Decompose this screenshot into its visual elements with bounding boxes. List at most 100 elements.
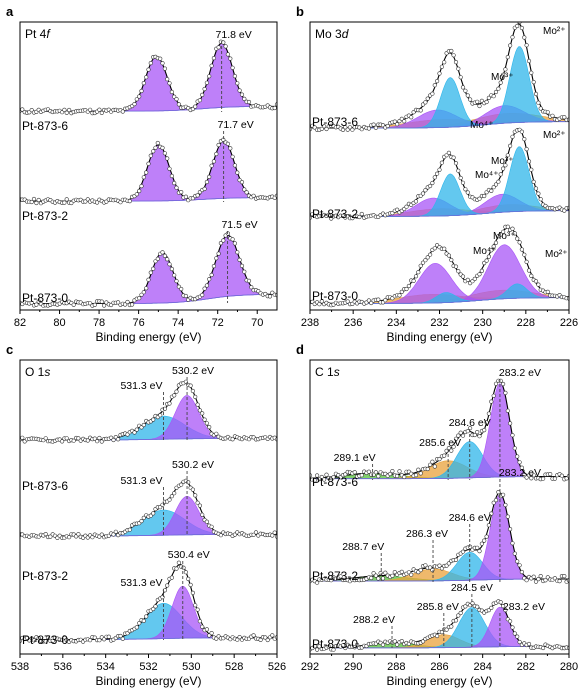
data-point [62,107,67,112]
data-point [489,605,494,611]
data-point [329,578,334,583]
data-point [218,533,223,538]
data-point [557,578,562,584]
data-point [165,257,170,262]
data-point [172,181,177,186]
data-point [87,638,93,643]
data-point [366,469,372,474]
data-point [510,226,515,231]
data-point [418,108,423,113]
data-point [127,199,132,204]
data-point [87,107,93,112]
data-point [540,645,546,651]
data-point [36,197,41,203]
data-point [510,433,515,438]
data-point [505,54,510,60]
data-point [176,560,181,565]
data-point [167,166,172,171]
data-point [253,530,259,535]
data-point [538,106,543,111]
data-point [272,105,277,111]
data-point [137,621,142,626]
data-point [458,610,463,616]
data-point [232,73,237,79]
x-tick-label: 534 [96,661,114,673]
data-point [211,55,216,61]
peak-label: 531.3 eV [120,475,162,487]
data-point [508,143,513,148]
sample-label: Pt-873-6 [312,475,358,489]
data-point [324,126,329,132]
data-point [430,91,435,96]
species-label: Mo⁴⁺ [473,246,496,257]
data-point [85,438,90,443]
data-point [435,633,440,639]
data-point [111,437,116,443]
data-point [395,207,400,212]
peak-label: 288.7 eV [342,541,384,553]
data-point [144,286,149,291]
data-point [529,476,534,481]
data-point [244,190,249,195]
peak-label: 289.1 eV [334,452,376,464]
data-point [522,35,527,40]
data-point [418,567,423,573]
data-point [193,493,198,498]
data-point [489,248,494,253]
x-tick-label: 530 [182,661,200,673]
data-point [475,545,480,550]
data-point [496,179,501,184]
data-point [141,175,146,180]
data-point [484,99,489,105]
data-point [510,35,515,40]
x-tick-label: 78 [93,317,105,329]
x-axis-label: Binding energy (eV) [386,330,492,344]
x-tick-label: 528 [225,661,243,673]
data-point [359,211,364,217]
data-point [437,167,442,172]
plot-area [310,22,569,308]
data-point [134,97,139,102]
data-point [225,52,230,57]
data-point [453,436,459,441]
species-label: Mo²⁺ [545,249,568,260]
data-point [158,56,163,61]
plot-area [20,39,277,308]
data-point [456,66,461,71]
data-point [352,645,357,650]
data-point [115,300,121,305]
data-point [207,277,212,282]
data-point [139,184,144,189]
data-point [376,297,381,302]
data-point [200,624,205,629]
data-point [479,541,485,546]
data-point [355,642,360,648]
data-point [505,514,510,519]
data-point [141,80,146,86]
data-point [517,240,522,245]
data-point [460,274,466,279]
data-point [385,123,390,129]
data-point [188,582,193,588]
data-point [315,647,320,652]
data-point [242,96,247,101]
data-point [122,302,128,307]
data-point [493,182,499,187]
data-point [359,473,364,478]
data-point [373,470,379,475]
data-point [430,567,435,573]
data-point [111,532,116,537]
data-point [165,583,170,588]
sample-label: Pt-873-2 [312,569,358,583]
data-point [195,500,200,505]
data-point [134,427,139,432]
data-point [137,94,142,99]
data-point [29,199,34,205]
peak-label: 284.6 eV [449,512,491,524]
sample-label: Pt-873-6 [22,119,68,133]
x-tick-label: 228 [517,317,535,329]
data-point [34,200,39,206]
data-point [322,124,327,129]
data-point [430,459,435,464]
data-point [153,604,158,609]
